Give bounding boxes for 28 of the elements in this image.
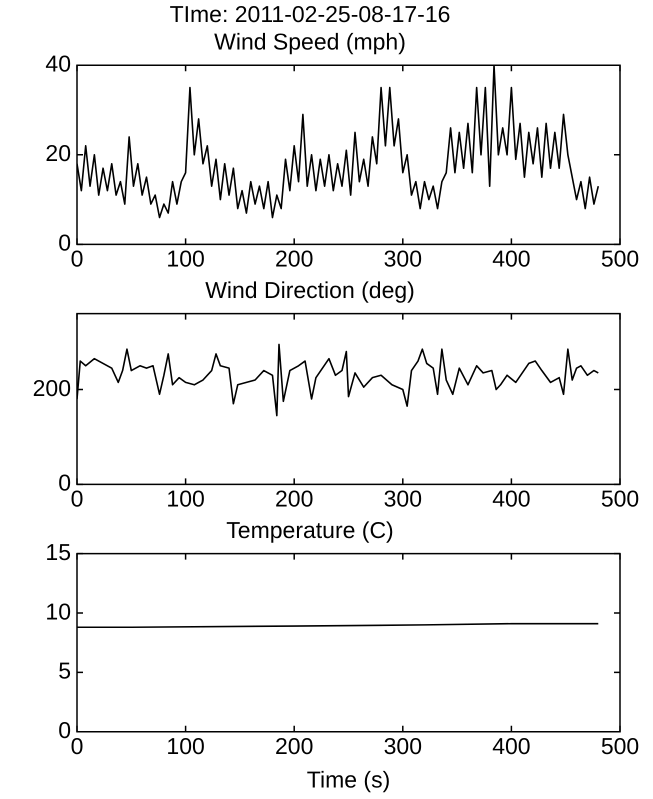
x-tick-label: 400 (492, 486, 531, 512)
x-tick-label: 500 (600, 732, 640, 759)
y-tick-label: 200 (32, 374, 71, 401)
y-tick-label: 0 (58, 230, 71, 256)
x-tick-label: 100 (166, 486, 205, 512)
x-tick-label: 300 (384, 486, 422, 512)
y-tick-label: 0 (58, 470, 71, 496)
y-tick-label: 5 (58, 658, 71, 684)
x-tick-label: 400 (492, 732, 531, 759)
x-tick-label: 300 (384, 732, 422, 759)
chart-title: TIme: 2011-02-25-08-17-16 (170, 1, 450, 28)
x-tick-label: 400 (492, 246, 531, 272)
x-tick-label: 200 (275, 486, 314, 512)
x-tick-label: 500 (600, 486, 640, 512)
y-tick-label: 15 (45, 538, 71, 565)
x-axis-title: Time (s) (306, 766, 390, 793)
chart-title: Wind Direction (deg) (205, 277, 415, 304)
x-tick-label: 100 (166, 732, 205, 759)
chart-subtitle: Wind Speed (mph) (214, 28, 406, 55)
y-tick-label: 20 (45, 140, 71, 166)
x-tick-label: 100 (166, 246, 205, 272)
y-tick-label: 10 (45, 598, 71, 624)
chart-title: Temperature (C) (226, 517, 394, 544)
y-tick-label: 40 (45, 50, 71, 77)
x-tick-label: 200 (275, 732, 314, 759)
x-tick-label: 300 (384, 246, 422, 272)
x-tick-label: 500 (600, 246, 640, 272)
x-tick-label: 200 (275, 246, 314, 272)
